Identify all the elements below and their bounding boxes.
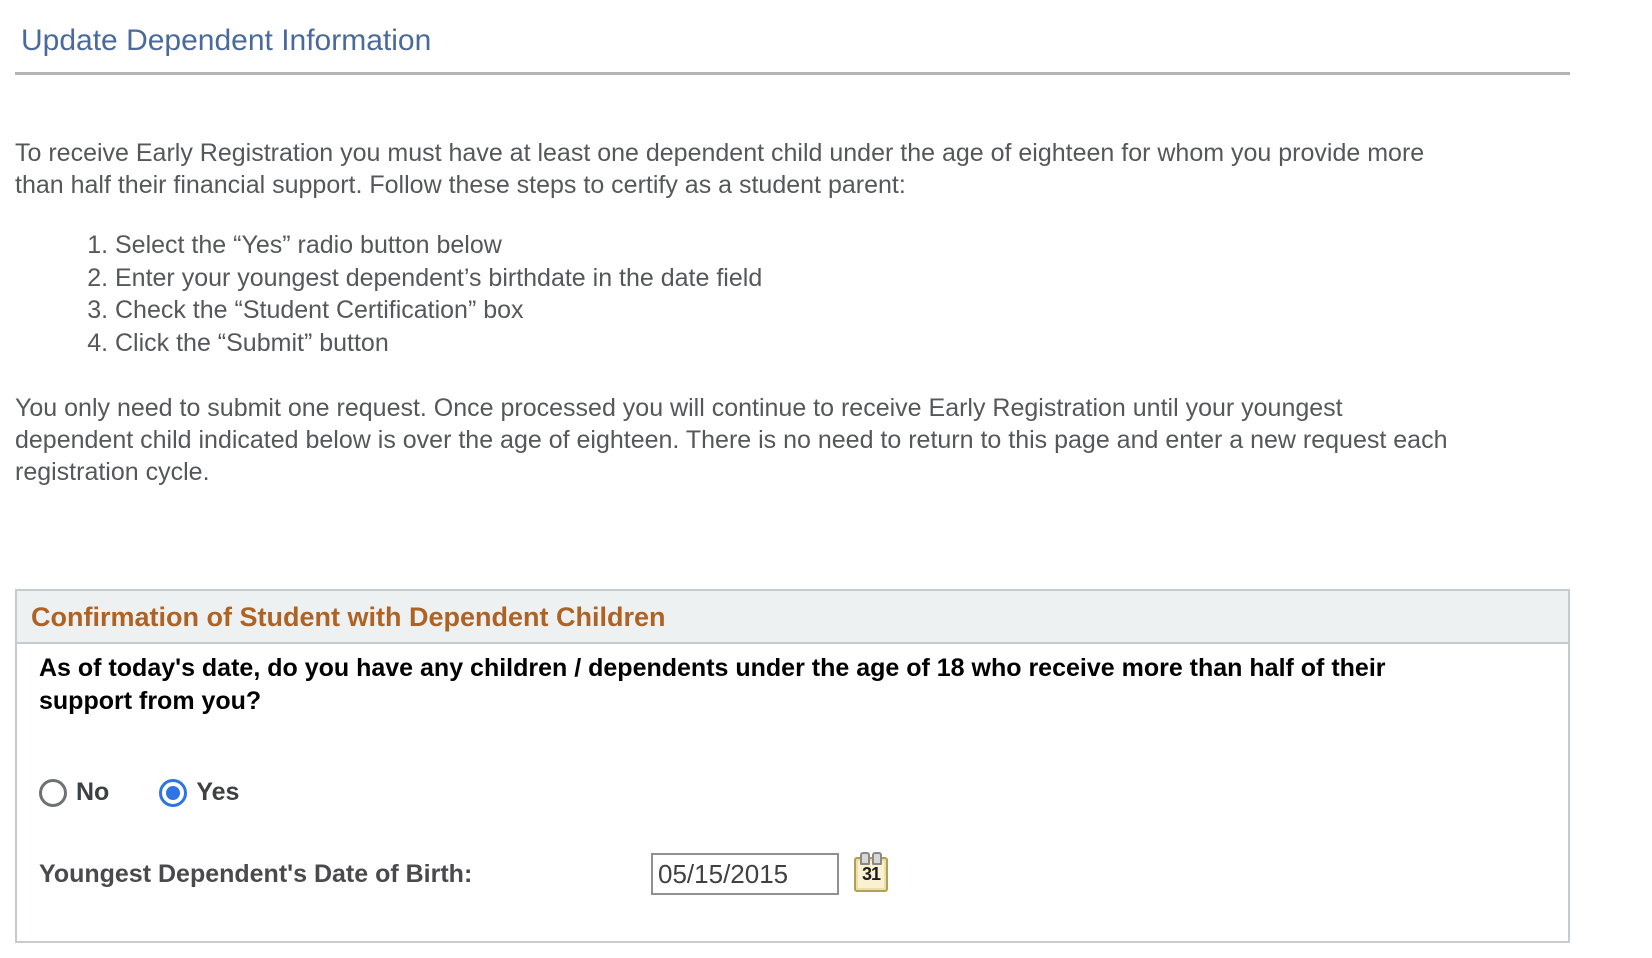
instruction-step: Enter your youngest dependent’s birthdat… (115, 262, 1570, 295)
calendar-day-number: 31 (861, 863, 881, 884)
page-title: Update Dependent Information (21, 24, 432, 57)
calendar-ring-icon (860, 851, 870, 865)
radio-yes-button[interactable] (159, 778, 188, 807)
title-divider (15, 72, 1570, 75)
instruction-step: Click the “Submit” button (115, 327, 1570, 360)
instruction-step: Select the “Yes” radio button below (115, 229, 1570, 262)
confirmation-section-body: As of today's date, do you have any chil… (17, 644, 1568, 941)
dependent-question-text: As of today's date, do you have any chil… (39, 654, 1386, 715)
instruction-steps: Select the “Yes” radio button below Ente… (15, 229, 1570, 359)
radio-yes-label[interactable]: Yes (196, 778, 240, 806)
radio-no-button[interactable] (39, 778, 67, 807)
radio-no-label[interactable]: No (76, 778, 110, 806)
page-container: Update Dependent Information To receive … (15, 0, 1570, 943)
radio-option-no[interactable]: No (39, 778, 109, 807)
closing-paragraph: You only need to submit one request. Onc… (15, 394, 1448, 486)
dependent-radio-group: No Yes (39, 778, 1546, 807)
confirmation-section: Confirmation of Student with Dependent C… (15, 589, 1570, 943)
radio-option-yes[interactable]: Yes (159, 778, 239, 807)
calendar-ring-icon (872, 851, 882, 865)
dob-input[interactable] (651, 853, 839, 895)
calendar-icon[interactable]: 31 (854, 851, 888, 892)
intro-paragraph: To receive Early Registration you must h… (15, 139, 1425, 199)
dob-field-row: Youngest Dependent's Date of Birth: 31 (39, 851, 1546, 895)
dob-label: Youngest Dependent's Date of Birth: (39, 859, 473, 888)
confirmation-section-title: Confirmation of Student with Dependent C… (31, 602, 666, 632)
confirmation-section-header: Confirmation of Student with Dependent C… (17, 591, 1568, 644)
instruction-step: Check the “Student Certification” box (115, 294, 1570, 327)
